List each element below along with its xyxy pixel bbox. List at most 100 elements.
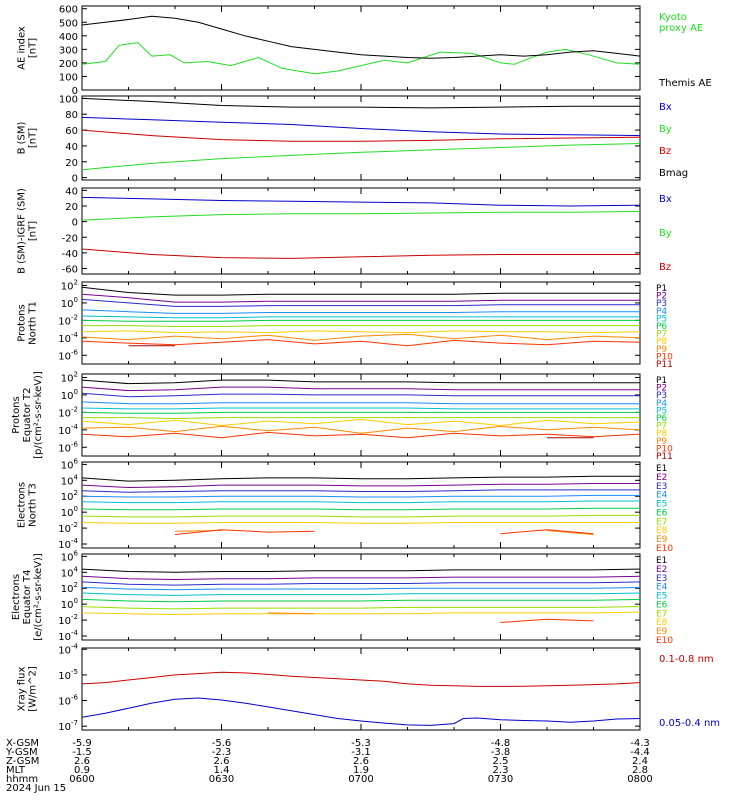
channel-label: P11	[656, 360, 673, 370]
y-tick-label: 60	[65, 126, 78, 137]
channel-line-E1	[82, 475, 640, 482]
y-tick-label: 100	[59, 94, 78, 105]
channel-label: E8	[656, 618, 668, 628]
channel-line-P8	[82, 330, 640, 334]
y-tick-label: 104	[61, 473, 79, 487]
channel-label: E10	[656, 544, 673, 554]
y-tick-label: 104	[61, 565, 79, 579]
channel-line-E10	[500, 618, 594, 623]
y-axis-label-line: Equator T4	[22, 570, 33, 625]
legend-label: proxy AE	[659, 23, 703, 34]
y-axis-label-line: [W/m^2]	[28, 666, 39, 712]
y-tick-label: 102	[61, 581, 78, 595]
panel-elecE: 10-4 10-2 100 102 104 106 ElectronsEquator T4[…	[11, 549, 673, 646]
y-tick-label: -60	[62, 265, 78, 276]
channel-line-P2	[82, 386, 640, 392]
channel-line-E6	[82, 507, 640, 511]
y-tick-label: 10-4	[58, 642, 78, 656]
y-tick-label: 20	[65, 158, 78, 169]
channel-line-E2	[82, 483, 640, 489]
channel-label: P7	[656, 422, 667, 432]
legend-label: Themis AE	[658, 78, 712, 89]
channel-label: E1	[656, 556, 667, 566]
channel-line-P1	[82, 286, 640, 296]
channel-line-E5	[82, 592, 640, 596]
y-tick-label: 40	[65, 142, 78, 153]
y-axis-label-line: B (SM)	[17, 121, 28, 154]
channel-line-P4	[82, 309, 640, 314]
channel-line-E7	[82, 606, 640, 610]
channel-label: E4	[656, 491, 668, 501]
channel-line-P3	[82, 298, 640, 307]
legend-label: Bz	[659, 262, 671, 273]
y-axis-label-line: B (SM)-IGRF (SM)	[17, 188, 28, 274]
panel-bsm: 0 20 40 60 80 100 B (SM)[nT] Bx By Bz Bmag	[17, 94, 689, 184]
channel-label: P3	[656, 391, 667, 401]
channel-label: P1	[656, 284, 667, 294]
channel-line-E7	[82, 514, 640, 518]
footer-value: 2.3	[493, 765, 509, 776]
series-line-Bz	[82, 129, 640, 142]
footer-value: 0800	[627, 774, 652, 785]
channel-line-E8	[82, 522, 640, 524]
series-line-0-05-0-4-nm	[82, 697, 640, 726]
y-axis-label-line: Equator T2	[22, 388, 33, 443]
channel-line-P6	[82, 319, 640, 322]
footer-row-label: Y-GSM	[5, 747, 38, 758]
y-tick-label: 20	[65, 202, 78, 213]
y-tick-label: 100	[61, 597, 78, 611]
channel-line-E10	[174, 529, 594, 535]
footer-value: -1.5	[72, 747, 92, 758]
y-axis-label-line: AE index	[17, 26, 28, 70]
y-axis-label-line: [p/(cm²-s-sr-keV)]	[33, 371, 44, 459]
channel-label: E10	[656, 636, 673, 646]
footer-value: 1.9	[353, 765, 369, 776]
channel-label: E6	[656, 600, 668, 610]
y-tick-label: 400	[59, 32, 78, 43]
y-axis-label-line: [nT]	[28, 128, 39, 148]
series-line-Bx	[82, 196, 640, 207]
panel-protE: 10-6 10-4 10-2 100 102 ProtonsEquator T2[p/(c…	[11, 370, 673, 462]
channel-line-E5	[82, 500, 640, 504]
footer-value: 1.4	[214, 765, 230, 776]
channel-line-P8	[82, 418, 640, 427]
legend-label: Kyoto	[659, 12, 687, 23]
y-tick-label: 106	[61, 549, 79, 563]
channel-label: P7	[656, 330, 667, 340]
y-axis-label: ElectronsNorth T3	[17, 482, 39, 528]
panel-bigrf: -60 -40 -20 0 20 40 B (SM)-IGRF (SM)[nT] Bx By Bz	[17, 186, 672, 275]
channel-label: E3	[656, 482, 667, 492]
channel-line-P3	[82, 392, 640, 398]
legend-label: 0.1-0.8 nm	[659, 654, 714, 665]
channel-label: E3	[656, 574, 667, 584]
channel-label: P3	[656, 299, 667, 309]
series-line-Bx	[82, 116, 640, 137]
y-axis-label-line: North T3	[28, 483, 39, 527]
channel-label: P8	[656, 337, 667, 347]
channel-line-P2	[82, 293, 640, 303]
channel-line-E4	[82, 586, 640, 591]
y-axis-label: B (SM)[nT]	[17, 121, 39, 154]
y-tick-label: 10-4	[58, 537, 78, 551]
channel-line-P1	[82, 379, 640, 385]
y-axis-label-line: Protons	[17, 304, 28, 341]
channel-label: P11	[656, 452, 673, 462]
channel-label: E5	[656, 592, 667, 602]
channel-line-P5	[82, 407, 640, 410]
channel-line-P7	[82, 417, 640, 420]
channel-label: E9	[656, 627, 668, 637]
y-axis-label-line: [e/(cm²-s-sr-keV)]	[33, 553, 44, 641]
y-axis-label-line: North T1	[28, 301, 39, 345]
plot-area	[82, 196, 640, 259]
channel-label: P6	[656, 322, 667, 332]
channel-label: P10	[656, 352, 673, 362]
footer-row-label: Z-GSM	[6, 756, 39, 767]
y-tick-label: 80	[65, 110, 78, 121]
y-tick-label: 0	[72, 174, 78, 185]
footer-value: -2.3	[212, 747, 232, 758]
y-axis-label: Xray flux[W/m^2]	[17, 666, 39, 712]
channel-label: E2	[656, 473, 667, 483]
panel-frame	[81, 553, 641, 641]
footer-value: -4.3	[630, 738, 650, 749]
